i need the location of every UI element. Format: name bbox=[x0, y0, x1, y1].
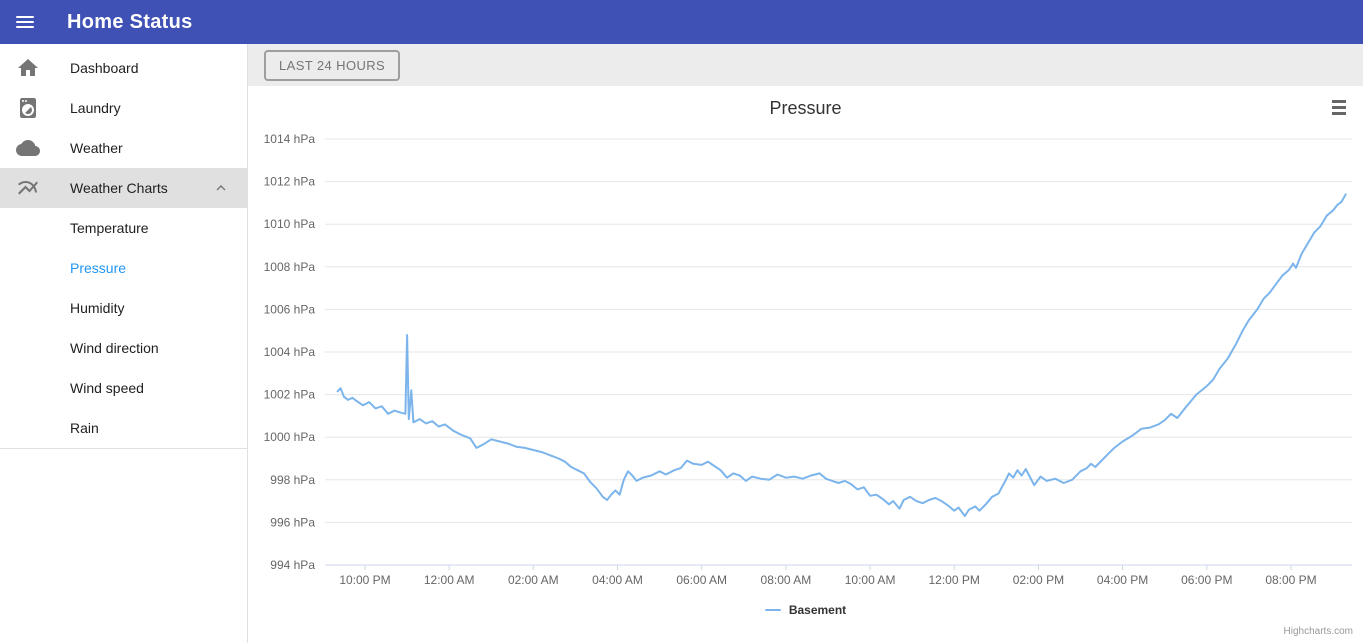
y-axis-label: 1008 hPa bbox=[264, 260, 316, 274]
sidebar-subitem-humidity[interactable]: Humidity bbox=[70, 300, 125, 316]
sidebar-subitem-wind-speed[interactable]: Wind speed bbox=[70, 380, 144, 396]
y-axis-label: 1010 hPa bbox=[264, 217, 316, 231]
x-axis-label: 02:00 PM bbox=[1013, 573, 1064, 587]
sidebar-item-laundry[interactable]: Laundry bbox=[0, 88, 247, 128]
x-axis-label: 06:00 PM bbox=[1181, 573, 1232, 587]
sidebar-item-weather-charts[interactable]: Weather Charts bbox=[0, 168, 247, 208]
sidebar: Dashboard Laundry Weather Weather Charts Tem… bbox=[0, 44, 248, 643]
multiline-chart-icon bbox=[18, 181, 38, 195]
x-axis-label: 12:00 AM bbox=[424, 573, 475, 587]
y-axis-label: 996 hPa bbox=[270, 515, 315, 529]
sidebar-item-label: Weather Charts bbox=[70, 180, 168, 196]
x-axis-label: 04:00 AM bbox=[592, 573, 643, 587]
y-axis-label: 1004 hPa bbox=[264, 345, 316, 359]
plot-area: 994 hPa 996 hPa 998 hPa 1000 hPa 1002 hPa 100… bbox=[264, 132, 1352, 587]
home-icon bbox=[18, 59, 38, 76]
last-24-hours-button[interactable]: LAST 24 HOURS bbox=[264, 49, 401, 81]
chevron-up-icon bbox=[216, 185, 226, 191]
x-axis-label: 10:00 AM bbox=[845, 573, 896, 587]
y-axis-label: 994 hPa bbox=[270, 558, 315, 572]
y-axis-label: 1012 hPa bbox=[264, 175, 316, 189]
x-axis-label: 10:00 PM bbox=[339, 573, 390, 587]
sidebar-subitem-rain[interactable]: Rain bbox=[70, 420, 99, 436]
x-axis-label: 04:00 PM bbox=[1097, 573, 1148, 587]
x-axis-label: 08:00 PM bbox=[1265, 573, 1316, 587]
x-axis-label: 12:00 PM bbox=[929, 573, 980, 587]
sidebar-item-label: Dashboard bbox=[70, 60, 139, 76]
series-line-basement bbox=[336, 193, 1347, 517]
app-header: Home Status bbox=[0, 0, 1363, 44]
legend-line-icon bbox=[764, 609, 781, 611]
chart-title: Pressure bbox=[769, 98, 842, 118]
sidebar-subitem-wind-direction[interactable]: Wind direction bbox=[70, 340, 159, 356]
legend-item-basement[interactable]: Basement bbox=[248, 603, 1363, 617]
x-axis-label: 06:00 AM bbox=[676, 573, 727, 587]
x-axis-label: 08:00 AM bbox=[761, 573, 812, 587]
y-axis-label: 1002 hPa bbox=[264, 388, 316, 402]
main-content: LAST 24 HOURS Pressure 994 hPa 996 hPa 998… bbox=[248, 44, 1363, 643]
sidebar-item-label: Laundry bbox=[70, 100, 121, 116]
highcharts-credits[interactable]: Highcharts.com bbox=[1283, 626, 1353, 637]
y-axis-label: 1014 hPa bbox=[264, 132, 316, 146]
sidebar-subitem-pressure[interactable]: Pressure bbox=[70, 260, 127, 276]
sidebar-item-dashboard[interactable]: Dashboard bbox=[0, 48, 247, 88]
sidebar-item-label: Weather bbox=[70, 140, 123, 156]
sidebar-subitem-temperature[interactable]: Temperature bbox=[70, 220, 149, 236]
y-axis-label: 1006 hPa bbox=[264, 302, 316, 316]
legend-label: Basement bbox=[788, 603, 847, 617]
laundry-icon bbox=[20, 98, 36, 118]
x-axis-label: 02:00 AM bbox=[508, 573, 559, 587]
pressure-chart: Pressure 994 hPa 996 hPa 998 hPa 1000 hPa 10… bbox=[248, 86, 1363, 643]
chart-context-menu-icon[interactable] bbox=[1330, 99, 1350, 116]
y-axis-label: 998 hPa bbox=[270, 473, 315, 487]
sidebar-item-weather[interactable]: Weather bbox=[0, 128, 247, 168]
y-axis-label: 1000 hPa bbox=[264, 430, 316, 444]
menu-icon[interactable] bbox=[16, 10, 42, 34]
app-title: Home Status bbox=[67, 10, 193, 33]
cloud-icon bbox=[16, 140, 40, 156]
toolbar: LAST 24 HOURS bbox=[248, 44, 1363, 86]
